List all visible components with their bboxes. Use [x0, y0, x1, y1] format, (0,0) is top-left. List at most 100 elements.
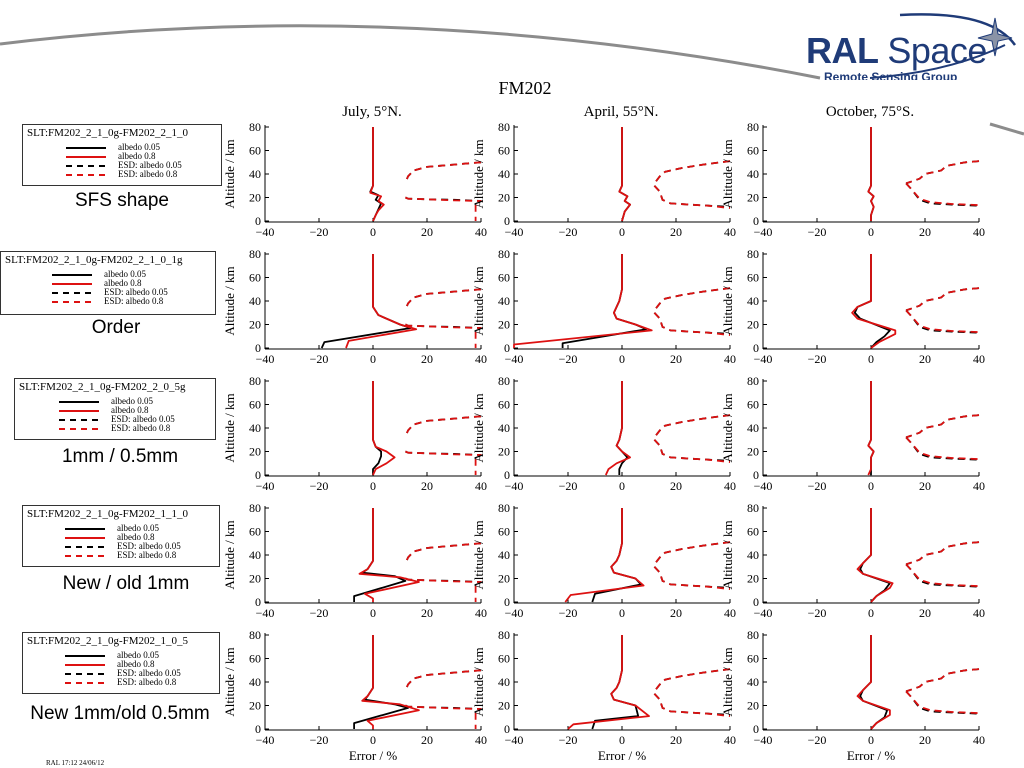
x-tick-label: −40	[256, 479, 275, 493]
x-tick-label: −40	[256, 733, 275, 747]
x-tick-label: −20	[808, 733, 827, 747]
y-tick-label: 0	[753, 341, 759, 355]
x-tick-label: 0	[370, 606, 376, 620]
x-tick-label: 20	[670, 479, 682, 493]
y-tick-label: 40	[498, 675, 510, 689]
x-tick-label: 20	[919, 606, 931, 620]
esd-lower-albedo-0.05-series	[653, 566, 731, 589]
column-title-october: October, 75°S.	[825, 104, 915, 120]
y-axis-label: Altitude / km	[471, 393, 486, 462]
esd-lower-albedo-0.05-series	[653, 185, 731, 208]
legend-title: SLT:FM202_2_1_0g-FM202_2_1_0_1g	[5, 254, 183, 266]
legend-box: SLT:FM202_2_1_0g-FM202_1_1_0 albedo 0.05 a…	[22, 505, 220, 567]
legend-box: SLT:FM202_2_1_0g-FM202_2_1_0_1g albedo 0.…	[0, 251, 216, 315]
x-tick-label: 40	[973, 479, 985, 493]
x-tick-label: −20	[310, 225, 329, 239]
legend-entry: albedo 0.8	[55, 405, 195, 416]
x-tick-label: 20	[421, 352, 433, 366]
x-tick-label: 40	[724, 606, 736, 620]
legend-entry: ESD: albedo 0.8	[55, 423, 195, 434]
x-tick-label: −20	[808, 352, 827, 366]
esd-upper-albedo-0.8-series	[653, 414, 731, 438]
legend-line-swatch	[65, 664, 105, 666]
x-tick-label: 0	[619, 225, 625, 239]
esd-lower-albedo-0.8-series	[653, 312, 731, 336]
esd-upper-albedo-0.8-series	[404, 161, 482, 183]
legend-title: SLT:FM202_2_1_0g-FM202_2_1_0	[27, 127, 189, 139]
esd-lower-albedo-0.05-series	[653, 312, 731, 335]
legend-title: SLT:FM202_2_1_0g-FM202_2_0_5g	[19, 381, 186, 393]
x-tick-label: 0	[868, 733, 874, 747]
y-tick-label: 0	[504, 722, 510, 736]
y-tick-label: 20	[498, 572, 510, 586]
legend-entry: ESD: albedo 0.05	[55, 414, 195, 425]
legend-entry: ESD: albedo 0.05	[48, 287, 188, 298]
y-axis-label: Altitude / km	[471, 647, 486, 716]
profile-panel: 0 20 40 60 80 −40 −20 0 20 40 Altitude / km	[222, 120, 487, 239]
legend-line-swatch	[66, 174, 106, 176]
esd-upper-albedo-0.8-series	[653, 668, 731, 692]
y-tick-label: 40	[498, 167, 510, 181]
profile-panel: 0 20 40 60 80 −40 −20 0 20 40 Altitude / km	[471, 501, 736, 620]
albedo-0.8-series	[358, 508, 420, 602]
x-tick-label: 0	[619, 352, 625, 366]
y-tick-label: 20	[249, 699, 261, 713]
y-tick-label: 20	[249, 572, 261, 586]
x-tick-label: 20	[670, 733, 682, 747]
x-tick-label: 40	[475, 352, 487, 366]
legend-entry-label: albedo 0.05	[117, 650, 159, 660]
y-tick-label: 60	[249, 398, 261, 412]
esd-lower-albedo-0.8-series	[905, 309, 980, 333]
y-tick-label: 40	[249, 548, 261, 562]
y-tick-label: 20	[249, 318, 261, 332]
legend-line-swatch	[52, 292, 92, 294]
y-tick-label: 80	[249, 628, 261, 642]
esd-upper-albedo-0.8-series	[653, 541, 731, 565]
x-axis-label: Error / %	[598, 748, 647, 763]
y-tick-label: 60	[498, 398, 510, 412]
y-tick-label: 60	[747, 271, 759, 285]
esd-lower-albedo-0.8-series	[905, 436, 980, 460]
albedo-0.8-series	[856, 635, 891, 730]
legend-entry: ESD: albedo 0.05	[62, 160, 202, 171]
x-tick-label: 40	[973, 733, 985, 747]
x-tick-label: 40	[973, 352, 985, 366]
legend-entry: ESD: albedo 0.8	[48, 296, 188, 307]
star-swoosh-icon	[869, 13, 1017, 79]
esd-upper-albedo-0.8-series	[905, 668, 980, 693]
x-tick-label: 20	[919, 225, 931, 239]
x-tick-label: 20	[421, 733, 433, 747]
x-tick-label: −40	[754, 733, 773, 747]
x-tick-label: 40	[475, 733, 487, 747]
x-tick-label: 20	[919, 352, 931, 366]
x-tick-label: 40	[724, 352, 736, 366]
x-tick-label: −40	[505, 606, 524, 620]
x-tick-label: −20	[310, 606, 329, 620]
esd-upper-albedo-0.8-series	[404, 542, 482, 564]
profile-panel: 0 20 40 60 80 −40 −20 0 20 40 Altitude / km	[471, 120, 736, 239]
legend-entry-label: ESD: albedo 0.8	[104, 296, 164, 306]
y-axis-label: Altitude / km	[471, 266, 486, 335]
y-tick-label: 0	[255, 468, 261, 482]
legend-line-swatch	[59, 419, 99, 421]
row-label: 1mm / 0.5mm	[61, 446, 179, 467]
albedo-0.05-series	[591, 508, 642, 603]
profile-panel: 0 20 40 60 80 −40 −20 0 20 40 Altitude / km Error /…	[720, 628, 985, 763]
legend-line-swatch	[65, 673, 105, 675]
y-tick-label: 80	[747, 120, 759, 134]
esd-upper-albedo-0.8-series	[905, 287, 980, 312]
y-tick-label: 80	[498, 501, 510, 515]
y-tick-label: 0	[504, 214, 510, 228]
legend-line-swatch	[52, 301, 92, 303]
y-tick-label: 20	[747, 572, 759, 586]
x-tick-label: 20	[919, 733, 931, 747]
x-tick-label: 0	[868, 606, 874, 620]
y-tick-label: 0	[504, 595, 510, 609]
profile-panel: 0 20 40 60 80 −40 −20 0 20 40 Altitude / km	[471, 247, 736, 366]
x-tick-label: 20	[421, 225, 433, 239]
y-tick-label: 0	[753, 722, 759, 736]
y-tick-label: 80	[747, 247, 759, 261]
legend-line-swatch	[59, 410, 99, 412]
y-tick-label: 0	[753, 468, 759, 482]
